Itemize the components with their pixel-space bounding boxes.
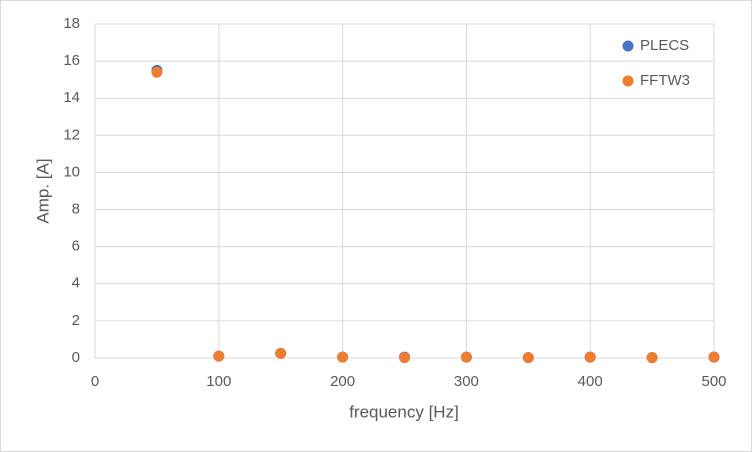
x-tick-label: 300 [454, 373, 479, 390]
data-point [584, 351, 596, 363]
y-tick-label: 6 [72, 238, 80, 255]
x-axis-title: frequency [Hz] [349, 402, 459, 421]
data-point [213, 350, 225, 362]
legend-marker [622, 40, 634, 52]
y-tick-label: 2 [72, 312, 80, 329]
x-tick-label: 0 [91, 373, 99, 390]
y-tick-label: 10 [63, 163, 80, 180]
data-point [399, 352, 410, 364]
x-tick-label: 400 [578, 373, 603, 390]
y-axis-title: Amp. [A] [33, 158, 52, 223]
x-tick-label: 100 [206, 373, 231, 390]
data-point [151, 66, 163, 78]
legend-label: PLECS [640, 37, 689, 54]
data-point [337, 351, 349, 363]
data-point [708, 351, 720, 363]
y-tick-label: 8 [72, 201, 80, 218]
y-tick-label: 18 [63, 15, 80, 32]
legend-marker [622, 75, 634, 87]
data-point [460, 351, 472, 363]
data-point [522, 352, 534, 364]
legend-label: FFTW3 [640, 72, 690, 89]
y-tick-label: 0 [72, 349, 80, 366]
data-point [646, 352, 658, 364]
y-tick-label: 14 [63, 89, 80, 106]
y-tick-label: 4 [72, 275, 80, 292]
data-point [275, 347, 287, 359]
x-tick-label: 200 [330, 373, 355, 390]
y-tick-label: 16 [63, 52, 80, 69]
y-tick-label: 12 [63, 126, 80, 143]
x-tick-label: 500 [701, 373, 726, 390]
